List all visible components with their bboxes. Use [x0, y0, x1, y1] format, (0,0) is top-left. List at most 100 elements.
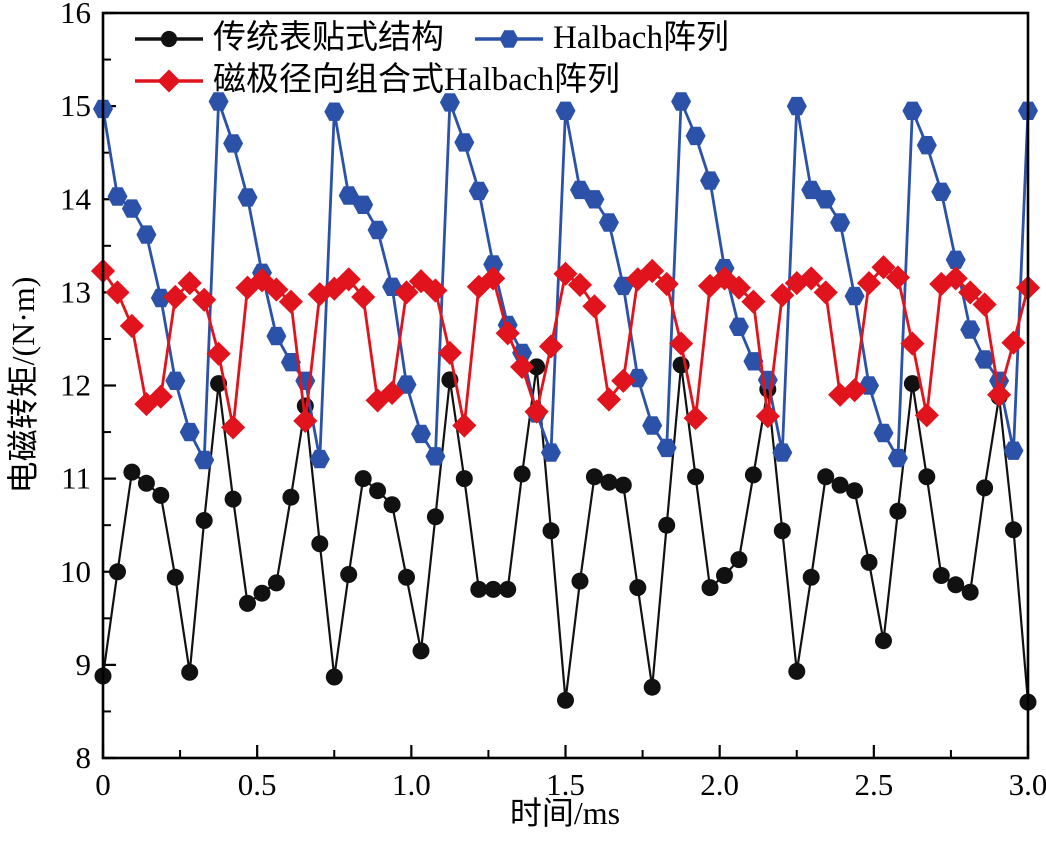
- data-point-diamond-icon: [987, 382, 1012, 407]
- y-tick-label: 8: [76, 740, 92, 775]
- data-point-hexagon-icon: [353, 195, 374, 214]
- x-tick-label: 3.0: [1009, 767, 1046, 802]
- data-point-circle-icon: [152, 486, 170, 504]
- data-point-diamond-icon: [582, 294, 607, 319]
- data-point-diamond-icon: [538, 334, 564, 359]
- data-point-diamond-icon: [293, 408, 318, 433]
- y-axis-title: 电磁转矩/(N·m): [5, 277, 41, 494]
- data-point-diamond-icon: [119, 313, 144, 338]
- data-point-hexagon-icon: [844, 286, 865, 306]
- data-point-diamond-icon: [380, 380, 405, 405]
- data-point-circle-icon: [528, 358, 546, 376]
- data-point-circle-icon: [398, 568, 415, 586]
- data-point-hexagon-icon: [945, 250, 966, 269]
- data-point-hexagon-icon: [324, 102, 345, 121]
- data-point-circle-icon: [817, 468, 835, 486]
- data-point-circle-icon: [123, 463, 141, 481]
- x-axis-title: 时间/ms: [510, 795, 620, 831]
- data-point-circle-icon: [918, 468, 936, 486]
- data-point-diamond-icon: [105, 280, 130, 305]
- data-point-diamond-icon: [553, 261, 578, 286]
- y-tick-label: 15: [60, 88, 91, 123]
- data-point-hexagon-icon: [916, 136, 937, 155]
- data-point-circle-icon: [354, 470, 372, 488]
- data-point-diamond-icon: [437, 340, 462, 365]
- data-point-diamond-icon: [423, 278, 448, 303]
- data-point-circle-icon: [600, 473, 618, 491]
- data-point-hexagon-icon: [179, 422, 200, 442]
- y-tick-label: 11: [61, 461, 91, 496]
- data-point-circle-icon: [903, 375, 921, 393]
- data-point-diamond-icon: [495, 321, 520, 346]
- x-tick-label: 0: [95, 767, 111, 802]
- data-point-diamond-icon: [770, 283, 795, 308]
- data-point-hexagon-icon: [974, 350, 995, 369]
- data-point-hexagon-icon: [425, 447, 446, 466]
- data-point-diamond-icon: [871, 255, 896, 280]
- data-point-diamond-icon: [177, 271, 202, 296]
- x-tick-label: 2.5: [854, 767, 893, 802]
- data-point-diamond-icon: [596, 387, 621, 412]
- data-point-circle-icon: [643, 678, 661, 696]
- data-point-diamond-icon: [1001, 330, 1026, 355]
- data-point-hexagon-icon: [815, 190, 836, 209]
- data-point-diamond-icon: [900, 331, 925, 356]
- x-tick-label: 2.0: [700, 767, 739, 802]
- data-point-hexagon-icon: [468, 181, 489, 201]
- data-point-hexagon-icon: [743, 352, 764, 371]
- data-point-circle-icon: [889, 502, 907, 520]
- data-point-hexagon-icon: [280, 353, 301, 372]
- x-tick-label: 1.0: [392, 767, 431, 802]
- x-tick-label: 0.5: [238, 767, 277, 802]
- data-point-diamond-icon: [510, 354, 535, 379]
- data-point-circle-icon: [658, 516, 676, 534]
- y-tick-label: 10: [60, 554, 91, 589]
- data-point-circle-icon: [788, 662, 806, 680]
- data-point-circle-icon: [311, 535, 329, 553]
- data-point-diamond-icon: [755, 404, 780, 429]
- data-point-hexagon-icon: [1003, 441, 1024, 460]
- data-point-hexagon-icon: [237, 188, 258, 207]
- data-point-circle-icon: [730, 551, 748, 569]
- data-point-circle-icon: [716, 567, 733, 584]
- data-point-circle-icon: [701, 579, 719, 597]
- data-point-diamond-icon: [914, 403, 939, 428]
- data-point-hexagon-icon: [338, 186, 359, 205]
- data-point-hexagon-icon: [309, 449, 330, 469]
- data-point-hexagon-icon: [439, 93, 460, 112]
- data-point-circle-icon: [239, 594, 256, 612]
- data-point-circle-icon: [109, 563, 126, 581]
- data-point-circle-icon: [383, 496, 401, 514]
- data-point-circle-icon: [802, 568, 820, 586]
- frame-rect: [101, 11, 1030, 760]
- data-point-hexagon-icon: [208, 92, 229, 111]
- data-point-hexagon-icon: [700, 171, 720, 190]
- data-point-circle-icon: [267, 574, 285, 592]
- data-point-circle-icon: [513, 465, 531, 483]
- data-point-diamond-icon: [972, 292, 997, 317]
- data-point-circle-icon: [325, 668, 343, 686]
- data-point-hexagon-icon: [107, 187, 128, 206]
- data-point-circle-icon: [860, 553, 878, 571]
- data-point-hexagon-icon: [642, 416, 663, 435]
- data-point-circle-icon: [426, 508, 444, 526]
- data-point-hexagon-icon: [136, 225, 157, 244]
- data-point-diamond-icon: [828, 382, 853, 407]
- data-point-diamond-icon: [452, 413, 477, 438]
- data-point-circle-icon: [340, 566, 358, 583]
- series-line: [101, 364, 1030, 703]
- data-point-hexagon-icon: [150, 288, 171, 308]
- data-point-hexagon-icon: [902, 101, 923, 120]
- data-point-diamond-icon: [163, 284, 188, 310]
- data-point-diamond-icon: [741, 289, 766, 314]
- y-tick-label: 16: [60, 0, 91, 30]
- data-point-hexagon-icon: [194, 450, 215, 470]
- data-point-diamond-icon: [264, 277, 289, 302]
- data-point-diamond-icon: [524, 399, 549, 424]
- data-point-circle-icon: [932, 567, 950, 584]
- data-point-hexagon-icon: [671, 92, 692, 111]
- data-point-circle-icon: [137, 474, 155, 492]
- data-point-hexagon-icon: [786, 96, 807, 116]
